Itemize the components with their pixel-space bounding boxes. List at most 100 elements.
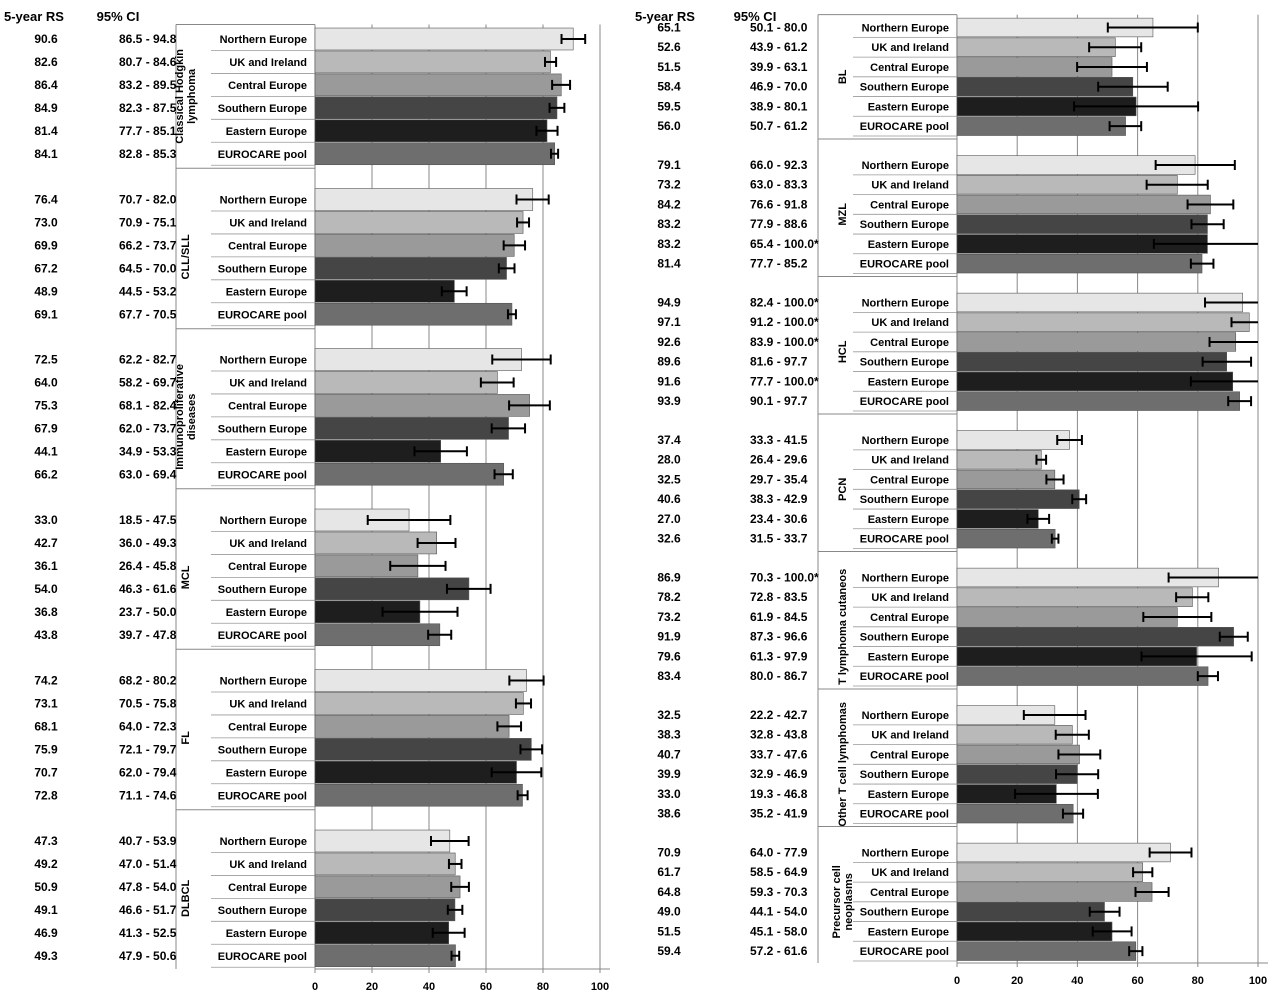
rs-value: 59.4 xyxy=(657,944,681,958)
region-label: Northern Europe xyxy=(862,160,949,172)
ci-value: 70.5 - 75.8 xyxy=(119,696,177,710)
ci-value: 91.2 - 100.0* xyxy=(750,315,819,329)
bar xyxy=(956,627,1234,647)
region-label: Central Europe xyxy=(228,561,307,573)
region-label: Northern Europe xyxy=(220,34,307,46)
x-tick-label: 0 xyxy=(312,981,318,993)
bar xyxy=(956,489,1080,509)
bar xyxy=(314,921,449,945)
rs-value: 50.9 xyxy=(34,880,58,894)
ci-value: 32.9 - 46.9 xyxy=(750,767,808,781)
rs-column-header: 5-year RS xyxy=(635,9,695,24)
region-label: Northern Europe xyxy=(862,710,949,722)
region-label: Southern Europe xyxy=(860,82,949,94)
x-tick-label: 80 xyxy=(1192,975,1204,987)
ci-value: 44.1 - 54.0 xyxy=(750,905,808,919)
region-label: UK and Ireland xyxy=(871,592,949,604)
ci-value: 43.9 - 61.2 xyxy=(750,40,808,54)
x-tick-label: 20 xyxy=(366,981,378,993)
region-label: Southern Europe xyxy=(860,494,949,506)
rs-value: 74.2 xyxy=(34,674,58,688)
rs-value: 84.2 xyxy=(657,197,681,211)
ci-value: 35.2 - 41.9 xyxy=(750,807,808,821)
region-label: Southern Europe xyxy=(860,769,949,781)
rs-value: 27.0 xyxy=(657,512,681,526)
rs-value: 44.1 xyxy=(34,444,58,458)
bar xyxy=(956,469,1056,490)
group-label: FL xyxy=(180,731,192,745)
rs-value: 86.4 xyxy=(34,78,58,92)
bar xyxy=(314,577,470,601)
ci-value: 63.0 - 69.4 xyxy=(119,467,177,481)
ci-value: 62.0 - 73.7 xyxy=(119,421,177,435)
ci-value: 64.5 - 70.0 xyxy=(119,261,177,275)
rs-value: 73.0 xyxy=(34,215,58,229)
rs-value: 82.6 xyxy=(34,55,58,69)
bar xyxy=(956,587,1193,607)
ci-value: 82.3 - 87.5 xyxy=(119,101,177,115)
ci-value: 62.0 - 79.4 xyxy=(119,765,177,779)
group-label: PCN xyxy=(837,478,849,501)
rs-value: 69.1 xyxy=(34,307,58,321)
rs-value: 90.6 xyxy=(34,32,58,46)
ci-value: 70.3 - 100.0* xyxy=(750,571,819,585)
rs-value: 81.4 xyxy=(657,257,681,271)
ci-value: 66.2 - 73.7 xyxy=(119,238,177,252)
region-label: Eastern Europe xyxy=(226,126,307,138)
ci-value: 90.1 - 97.7 xyxy=(750,394,808,408)
rs-value: 49.0 xyxy=(657,905,681,919)
region-label: Central Europe xyxy=(870,337,949,349)
rs-value: 75.9 xyxy=(34,742,58,756)
region-label: Eastern Europe xyxy=(868,651,949,663)
group-label: Classical Hodgkin xyxy=(174,49,186,144)
rs-value: 38.6 xyxy=(657,807,681,821)
ci-value: 19.3 - 46.8 xyxy=(750,787,808,801)
bar xyxy=(956,312,1250,332)
region-label: Central Europe xyxy=(870,749,949,761)
bar xyxy=(956,391,1240,411)
rs-value: 49.3 xyxy=(34,949,58,963)
rs-value: 86.9 xyxy=(657,571,681,585)
ci-value: 47.0 - 51.4 xyxy=(119,857,177,871)
rs-value: 47.3 xyxy=(34,834,58,848)
group-label: BL xyxy=(837,69,849,84)
bar xyxy=(314,234,515,257)
rs-value: 54.0 xyxy=(34,582,58,596)
ci-value: 26.4 - 29.6 xyxy=(750,453,808,467)
region-label: UK and Ireland xyxy=(229,217,307,229)
region-label: Eastern Europe xyxy=(868,514,949,526)
rs-value: 70.7 xyxy=(34,765,58,779)
rs-value: 76.4 xyxy=(34,193,58,207)
ci-value: 57.2 - 61.6 xyxy=(750,944,808,958)
x-tick-label: 60 xyxy=(1131,975,1143,987)
region-label: Northern Europe xyxy=(220,515,307,527)
ci-value: 86.5 - 94.8 xyxy=(119,32,177,46)
region-label: Eastern Europe xyxy=(868,239,949,251)
region-label: Southern Europe xyxy=(860,632,949,644)
x-tick-label: 40 xyxy=(423,981,435,993)
region-label: EUROCARE pool xyxy=(218,469,307,481)
ci-value: 72.8 - 83.5 xyxy=(750,590,808,604)
ci-value: 70.9 - 75.1 xyxy=(119,215,177,229)
bar xyxy=(314,142,555,166)
bar xyxy=(956,253,1203,274)
region-label: UK and Ireland xyxy=(229,377,307,389)
region-label: Southern Europe xyxy=(218,263,307,275)
region-label: Central Europe xyxy=(870,887,949,899)
rs-value: 91.6 xyxy=(657,374,681,388)
rs-value: 65.1 xyxy=(657,21,681,35)
bar xyxy=(314,852,456,876)
bar xyxy=(956,332,1237,352)
bar xyxy=(314,623,441,647)
rs-value: 67.9 xyxy=(34,421,58,435)
ci-value: 62.2 - 82.7 xyxy=(119,353,177,367)
rs-value: 49.2 xyxy=(34,857,58,871)
rs-value: 68.1 xyxy=(34,719,58,733)
bar xyxy=(956,352,1227,372)
bar xyxy=(314,898,456,922)
region-label: UK and Ireland xyxy=(871,455,949,467)
bar xyxy=(314,738,532,761)
ci-value: 26.4 - 45.8 xyxy=(119,559,177,573)
rs-value: 83.2 xyxy=(657,237,681,251)
